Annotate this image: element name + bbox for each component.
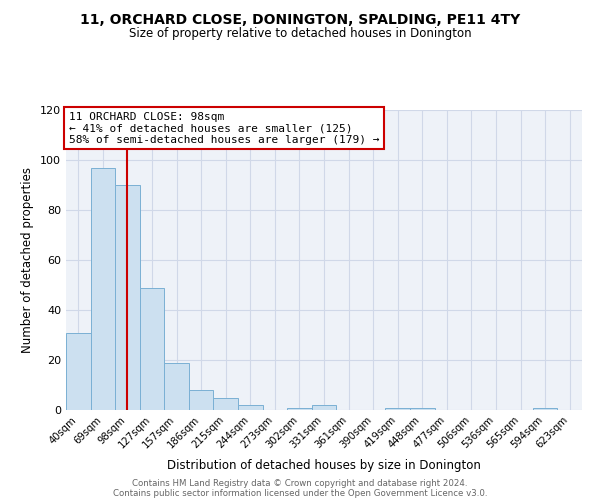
Bar	[410, 408, 434, 410]
Bar	[189, 390, 214, 410]
X-axis label: Distribution of detached houses by size in Donington: Distribution of detached houses by size …	[167, 459, 481, 472]
Text: Contains public sector information licensed under the Open Government Licence v3: Contains public sector information licen…	[113, 488, 487, 498]
Y-axis label: Number of detached properties: Number of detached properties	[22, 167, 34, 353]
Text: Contains HM Land Registry data © Crown copyright and database right 2024.: Contains HM Land Registry data © Crown c…	[132, 478, 468, 488]
Bar	[287, 408, 312, 410]
Bar	[238, 405, 263, 410]
Bar	[140, 288, 164, 410]
Bar	[214, 398, 238, 410]
Bar	[385, 408, 410, 410]
Text: Size of property relative to detached houses in Donington: Size of property relative to detached ho…	[128, 28, 472, 40]
Text: 11 ORCHARD CLOSE: 98sqm
← 41% of detached houses are smaller (125)
58% of semi-d: 11 ORCHARD CLOSE: 98sqm ← 41% of detache…	[68, 112, 379, 144]
Bar	[66, 332, 91, 410]
Bar	[91, 168, 115, 410]
Text: 11, ORCHARD CLOSE, DONINGTON, SPALDING, PE11 4TY: 11, ORCHARD CLOSE, DONINGTON, SPALDING, …	[80, 12, 520, 26]
Bar	[164, 362, 189, 410]
Bar	[312, 405, 336, 410]
Bar	[533, 408, 557, 410]
Bar	[115, 185, 140, 410]
